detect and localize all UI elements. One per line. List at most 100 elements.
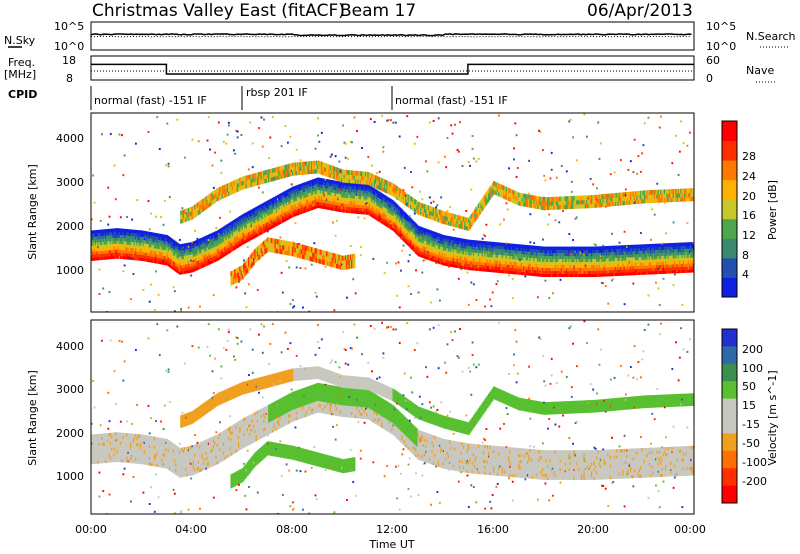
- power-cell: [190, 245, 193, 249]
- power-cell: [274, 243, 277, 249]
- power-cell: [332, 204, 335, 208]
- power-cell: [367, 193, 370, 197]
- power-cell: [243, 216, 245, 221]
- power-cell: [221, 236, 224, 240]
- power-cell: [283, 165, 286, 170]
- power-cell: [313, 187, 316, 192]
- power-cell: [379, 216, 382, 220]
- power-noise: [413, 142, 416, 145]
- power-cell: [163, 249, 166, 254]
- power-noise: [452, 228, 455, 231]
- power-cell: [294, 200, 297, 205]
- power-noise: [194, 229, 196, 232]
- power-cell: [405, 237, 407, 241]
- power-cell: [269, 177, 272, 182]
- power-cell: [346, 209, 348, 213]
- power-cell: [245, 179, 248, 185]
- power-cell: [153, 247, 156, 252]
- power-cell: [353, 174, 356, 180]
- power-cell: [413, 203, 416, 208]
- power-cell: [117, 240, 120, 244]
- power-cell: [298, 199, 301, 203]
- power-cell: [334, 171, 337, 176]
- power-cell: [183, 270, 186, 274]
- power-cell: [285, 217, 288, 221]
- power-noise: [386, 119, 389, 122]
- power-cell: [229, 243, 232, 247]
- power-cell: [200, 204, 203, 209]
- power-cell: [344, 206, 347, 210]
- power-cell: [393, 225, 396, 230]
- power-cell: [102, 250, 105, 254]
- power-cell: [265, 219, 268, 223]
- power-cell: [337, 196, 340, 200]
- power-cell: [176, 260, 179, 264]
- power-cell: [356, 195, 358, 199]
- power-cell: [346, 200, 348, 204]
- power-cell: [312, 182, 314, 186]
- power-cell: [314, 168, 317, 174]
- power-cell: [248, 213, 250, 218]
- power-cell: [150, 247, 152, 251]
- power-cell: [231, 235, 234, 240]
- power-cell: [268, 217, 270, 222]
- power-cell: [236, 220, 239, 225]
- power-cell: [274, 217, 277, 221]
- power-cell: [280, 174, 283, 179]
- power-cell: [92, 245, 95, 249]
- power-cell: [275, 222, 278, 227]
- power-cell: [210, 233, 213, 237]
- power-cell: [372, 196, 375, 201]
- power-cell: [397, 214, 400, 219]
- power-cell: [170, 243, 172, 248]
- power-cell: [269, 202, 272, 206]
- power-cell: [253, 232, 255, 236]
- power-cell: [368, 191, 371, 195]
- power-cell: [210, 192, 213, 198]
- cpid-label: CPID: [8, 88, 37, 101]
- power-cell: [104, 232, 107, 236]
- power-cell: [217, 244, 220, 249]
- power-cell: [192, 205, 195, 211]
- power-noise: [261, 191, 264, 194]
- power-cell: [352, 203, 355, 208]
- power-cell: [180, 259, 183, 263]
- power-cell: [182, 213, 185, 219]
- power-cell: [206, 262, 209, 266]
- power-cell: [141, 251, 144, 255]
- power-noise: [356, 130, 358, 133]
- power-cell: [362, 207, 365, 212]
- power-cell: [283, 215, 286, 219]
- power-cell: [107, 243, 110, 248]
- power-cell: [211, 241, 214, 246]
- power-cell: [346, 197, 348, 201]
- power-cell: [305, 196, 308, 201]
- power-cell: [147, 255, 150, 260]
- power-cell: [364, 180, 367, 185]
- power-cell: [117, 231, 120, 235]
- power-cell: [187, 216, 190, 221]
- power-cell: [411, 231, 414, 235]
- power-cell: [346, 188, 348, 192]
- power-cell: [248, 225, 250, 230]
- power-cell: [389, 222, 392, 227]
- power-cell: [268, 169, 270, 174]
- power-cell: [128, 232, 131, 236]
- power-noise: [407, 285, 410, 288]
- power-cell: [335, 175, 338, 181]
- power-cell: [406, 232, 409, 236]
- power-cell: [246, 217, 249, 222]
- power-cell: [106, 235, 108, 239]
- power-cell: [254, 207, 257, 211]
- power-cell: [290, 205, 293, 209]
- power-cell: [221, 242, 224, 246]
- power-noise: [148, 228, 151, 231]
- power-cell: [253, 223, 255, 227]
- power-cell: [283, 169, 286, 174]
- power-cell: [328, 261, 331, 267]
- power-cell: [261, 224, 264, 228]
- power-cell: [323, 259, 326, 265]
- power-cell: [358, 192, 361, 197]
- power-cell: [219, 191, 221, 196]
- power-cell: [235, 179, 238, 185]
